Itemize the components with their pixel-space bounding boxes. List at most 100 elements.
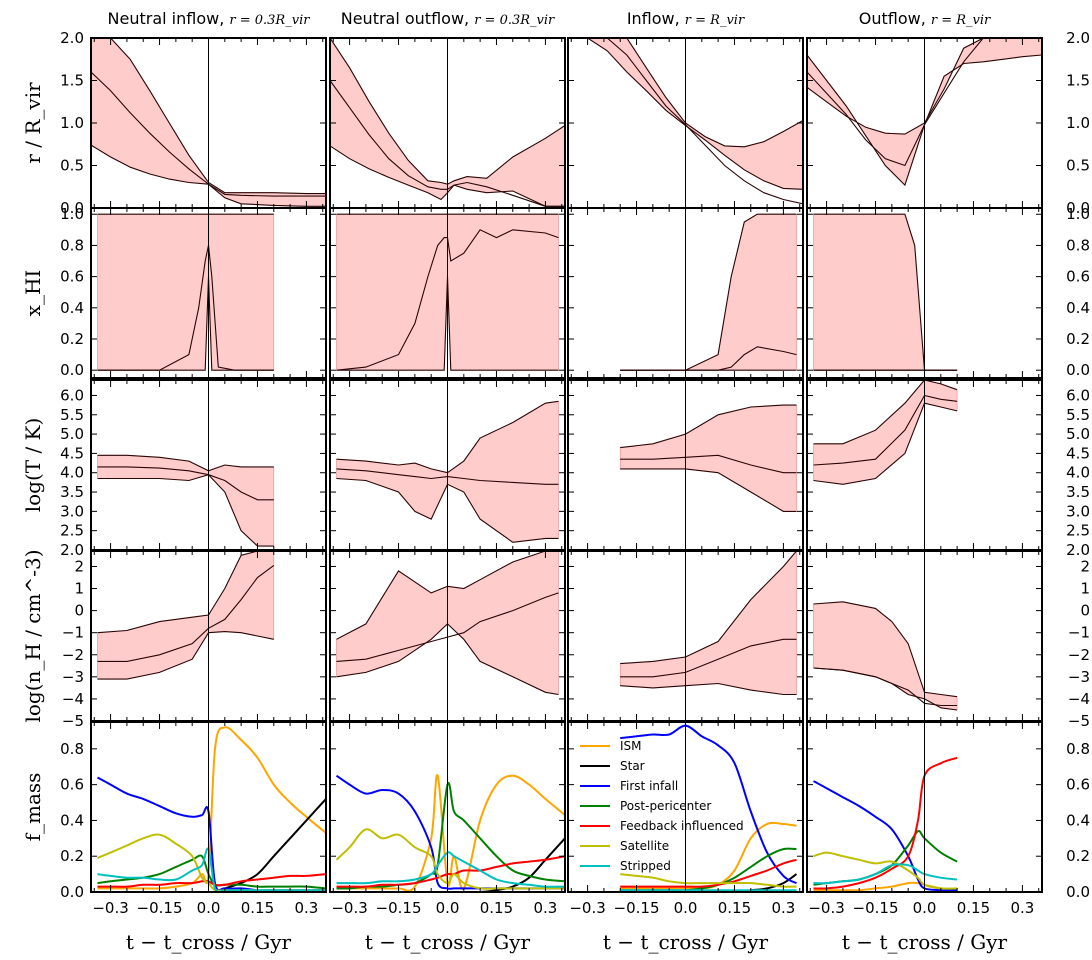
y-tick-label-right: 5.0 — [1066, 425, 1090, 443]
panel-frame — [806, 721, 1043, 893]
y-tick-label-left: 0.8 — [60, 740, 84, 758]
y-tick-label-right: 1.5 — [1066, 72, 1090, 90]
x-tick-label: −0.3 — [569, 899, 605, 917]
y-tick-label-right: 2.0 — [1066, 541, 1090, 559]
fmass-satellite-c3 — [620, 873, 797, 888]
legend-label: Stripped — [620, 859, 671, 873]
legend-label: ISM — [620, 739, 642, 753]
y-tick-label-right: 0.2 — [1066, 330, 1090, 348]
x-tick-label: 0.15 — [957, 899, 990, 917]
med-line-r4-c3 — [620, 638, 797, 678]
panel-r2-c4 — [806, 207, 1043, 379]
panel-frame — [567, 721, 804, 893]
x-tick-label: 0.0 — [913, 899, 937, 917]
x-axis-label-1: t − t_cross / Gyr — [126, 930, 292, 954]
x-tick-label: −0.15 — [614, 899, 660, 917]
column-titles: Neutral inflow, r = 0.3R_vir Neutral outf… — [108, 9, 991, 28]
y-tick-label-right: 3.0 — [1066, 502, 1090, 520]
panel-r1-c2 — [329, 37, 566, 209]
x-tick-label: −0.3 — [808, 899, 844, 917]
fmass-satellite-c4 — [813, 851, 958, 890]
y-tick-label-left: 0.6 — [60, 776, 84, 794]
panel-r5-c2 — [329, 721, 566, 893]
y-tick-label-right: 2.5 — [1066, 522, 1090, 540]
y-tick-label-left: 3.0 — [60, 502, 84, 520]
y-tick-label-left: 5.5 — [60, 406, 84, 424]
column-title-2: Neutral outflow, r = 0.3R_vir — [341, 9, 555, 28]
panel-r3-c3 — [567, 379, 804, 551]
fmass-star-c1 — [97, 798, 326, 892]
y-tick-label-right: 4.0 — [1066, 464, 1090, 482]
lo-line-r3-c3 — [620, 468, 797, 512]
column-title-1: Neutral inflow, r = 0.3R_vir — [108, 9, 311, 28]
y-tick-label-left: 1.0 — [60, 205, 84, 223]
hi-line-r2-c3 — [620, 213, 797, 371]
x-tick-label: 0.15 — [718, 899, 751, 917]
y-tick-label-left: 0.2 — [60, 330, 84, 348]
hi-line-r4-c4 — [813, 601, 958, 698]
y-tick-label-left: 5.0 — [60, 425, 84, 443]
y-tick-label-left: 2.0 — [60, 29, 84, 47]
y-tick-label-left: −1 — [62, 624, 84, 642]
band-r3-c1 — [97, 455, 275, 547]
x-tick-label: 0.15 — [241, 899, 274, 917]
lo-line-r1-c2 — [330, 145, 565, 207]
x-tick-label: 0.3 — [771, 899, 795, 917]
panel-r4-c1 — [90, 550, 327, 722]
y-tick-label-right: −3 — [1068, 668, 1090, 686]
band-r2-c3 — [620, 213, 797, 371]
med-line-r3-c4 — [813, 394, 958, 466]
x-axis-labels: −0.3 −0.15 0.0 0.15 0.3t − t_cross / Gyr−0.3… — [92, 899, 1034, 954]
y-tick-label-left: 0.5 — [60, 157, 84, 175]
row-ylabel-5: f_mass — [21, 773, 45, 842]
panel-r1-c1 — [90, 37, 327, 209]
y-tick-label-right: 0.6 — [1066, 776, 1090, 794]
legend-label: First infall — [620, 779, 678, 793]
y-tick-label-right: 0.0 — [1066, 361, 1090, 379]
y-tick-label-left: 1.0 — [60, 114, 84, 132]
legend: ISM Star First infall Post-pericenter Feedba… — [580, 739, 744, 873]
med-line-r4-c4 — [813, 667, 958, 707]
hi-line-r1-c1 — [91, 38, 326, 195]
legend-label: Feedback influenced — [620, 819, 744, 833]
med-line-r2-c1 — [97, 245, 274, 371]
panel-r3-c4 — [806, 379, 1043, 551]
x-tick-label: 0.0 — [197, 899, 221, 917]
x-tick-label: 0.3 — [1010, 899, 1034, 917]
y-tick-label-left: 2.5 — [60, 522, 84, 540]
panel-r2-c1 — [90, 207, 327, 379]
lo-line-r1-c1 — [91, 144, 326, 207]
x-tick-label: 0.15 — [480, 899, 513, 917]
hi-line-r3-c3 — [620, 404, 797, 449]
y-tick-label-left: 0.2 — [60, 847, 84, 865]
panel-frame — [329, 721, 566, 893]
med-line-r2-c3 — [620, 346, 797, 371]
y-tick-label-right: 4.5 — [1066, 444, 1090, 462]
band-r2-c1 — [97, 213, 275, 371]
panel-r4-c4 — [806, 550, 1043, 722]
y-tick-label-right: 6.0 — [1066, 386, 1090, 404]
y-tick-label-right: 2 — [1080, 557, 1090, 575]
y-tick-label-left: −3 — [62, 668, 84, 686]
row-ylabel-1: r / R_vir — [21, 82, 45, 164]
panel-r5-c3 — [567, 721, 804, 893]
panel-r4-c2 — [329, 550, 566, 722]
y-tick-label-left: 0.4 — [60, 811, 84, 829]
y-tick-label-left: 2 — [74, 557, 84, 575]
y-tick-label-left: 0.0 — [60, 361, 84, 379]
column-title-4: Outflow, r = R_vir — [859, 9, 991, 28]
med-line-r1-c1 — [91, 71, 326, 197]
y-tick-label-left: 0.4 — [60, 299, 84, 317]
med-line-r1-c2 — [330, 80, 565, 207]
panel-frame — [329, 207, 566, 379]
x-tick-label: −0.15 — [376, 899, 422, 917]
y-tick-label-right: 1.0 — [1066, 205, 1090, 223]
panel-r2-c2 — [329, 207, 566, 379]
legend-label: Star — [620, 759, 645, 773]
fmass-star-c3 — [620, 873, 798, 892]
fmass-first-infall-c4 — [813, 780, 958, 892]
x-axis-label-3: t − t_cross / Gyr — [603, 930, 769, 954]
y-tick-label-right: 0.2 — [1066, 847, 1090, 865]
panel-r5-c1 — [90, 721, 327, 893]
